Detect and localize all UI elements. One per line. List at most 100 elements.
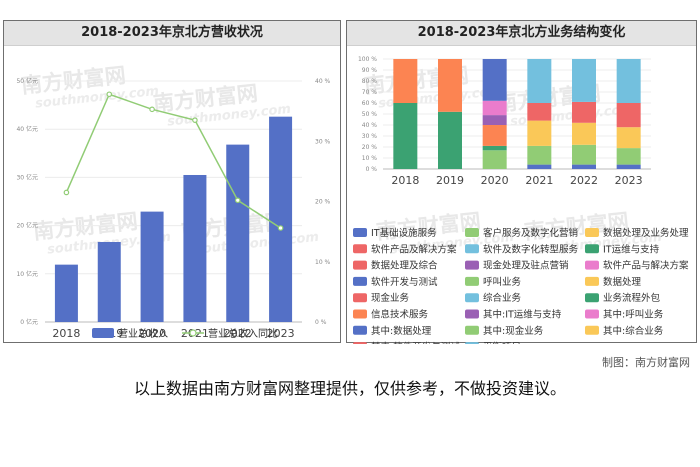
revenue-bar [54, 264, 78, 322]
legend-label: 其中:数据处理 [371, 325, 432, 337]
stack-segment [527, 120, 552, 146]
x-tick-label: 2018 [391, 174, 419, 187]
stack-segment [527, 59, 552, 103]
x-tick-label: 2020 [481, 174, 509, 187]
yoy-point [277, 225, 284, 231]
y-left-tick-label: 50 亿元 [16, 77, 38, 85]
legend-swatch [353, 342, 367, 344]
revenue-bar [140, 211, 164, 322]
yoy-point [63, 189, 70, 196]
y-tick-label: 90 % [362, 67, 378, 74]
y-tick-label: 70 % [362, 89, 378, 96]
legend-label: 呼叫业务 [483, 276, 522, 288]
stack-segment [393, 103, 418, 169]
stack-segment [482, 145, 507, 151]
revenue-chart-svg: 南方财富网southmoney.com南方财富网southmoney.com南方… [16, 63, 331, 340]
legend-label: 其中:综合业务 [603, 325, 664, 337]
y-right-tick-label: 30 % [315, 138, 331, 145]
legend-swatch [465, 293, 479, 303]
stack-segment [616, 148, 641, 165]
stack-segment [616, 59, 641, 103]
chart-credit: 制图：南方财富网 [602, 356, 690, 369]
legend-label: 平衡项目 [483, 341, 521, 344]
y-right-tick-label: 0 % [315, 319, 327, 326]
x-tick-label: 2023 [267, 327, 295, 340]
yoy-point [149, 106, 155, 113]
x-tick-label: 2022 [570, 174, 598, 187]
legend-label: 综合业务 [483, 292, 522, 304]
revenue-chart-title: 2018-2023年京北方营收状况 [4, 21, 340, 46]
y-left-tick-label: 10 亿元 [16, 270, 38, 278]
y-tick-label: 60 % [362, 100, 378, 107]
x-tick-label: 2019 [436, 174, 464, 187]
legend-swatch [465, 325, 479, 335]
legend-label: 其中:IT运维与支持 [483, 309, 562, 321]
stack-segment [482, 150, 507, 169]
legend-swatch [353, 244, 367, 254]
stack-segment [572, 59, 596, 102]
legend-swatch [585, 309, 599, 319]
stack-segment [482, 59, 507, 101]
y-right-tick-label: 40 % [315, 78, 331, 85]
legend-label: 数据处理及业务处理 [603, 227, 689, 239]
legend-label: 客户服务及数字化营销 [483, 227, 579, 239]
legend-swatch [465, 342, 479, 344]
legend-label: IT运维与支持 [603, 243, 660, 255]
revenue-chart-panel: 2018-2023年京北方营收状况 南方财富网 southmoney.com 南方财… [3, 20, 341, 343]
legend-swatch [585, 244, 599, 254]
y-tick-label: 20 % [362, 144, 378, 151]
legend-swatch-yoy-marker [189, 329, 197, 337]
stack-segment [572, 144, 596, 165]
legend-label: 其中:软件开发与测试 [371, 341, 460, 344]
legend-label: 软件产品与解决方案 [603, 260, 689, 272]
stack-segment [482, 125, 507, 146]
x-tick-label: 2023 [615, 174, 643, 187]
legend-swatch [465, 309, 479, 319]
legend-label: 现金业务 [371, 292, 410, 304]
legend-label: 业务流程外包 [603, 292, 661, 304]
legend-label-yoy: 营业总收入同比 [208, 327, 278, 340]
legend-swatch [465, 244, 479, 254]
yoy-point [192, 117, 198, 123]
y-tick-label: 80 % [362, 78, 378, 85]
stack-segment [616, 127, 641, 149]
legend-swatch-revenue [92, 328, 114, 338]
yoy-point [234, 197, 241, 204]
stack-segment [393, 59, 418, 103]
legend-swatch [353, 228, 367, 237]
yoy-growth-line [65, 93, 281, 229]
stack-segment [527, 164, 552, 169]
y-tick-label: 50 % [362, 111, 378, 118]
legend-label: 软件开发与测试 [371, 276, 438, 288]
legend-label: 其中:现金业务 [483, 325, 544, 337]
legend-swatch [465, 276, 479, 286]
x-tick-label: 2020 [138, 327, 166, 340]
legend-swatch [585, 293, 599, 303]
legend-label: 软件产品及解决方案 [371, 243, 457, 255]
legend-swatch [353, 309, 367, 319]
y-tick-label: 0 % [366, 166, 378, 173]
legend-label: 其中:呼叫业务 [603, 309, 664, 321]
legend-swatch [465, 260, 479, 270]
y-left-tick-label: 0 亿元 [20, 318, 38, 326]
legend-swatch [353, 260, 367, 270]
y-left-tick-label: 20 亿元 [16, 222, 38, 230]
revenue-bar [97, 241, 121, 322]
legend-swatch [353, 325, 367, 335]
stack-segment [527, 145, 552, 165]
stack-segment [616, 103, 641, 128]
y-left-tick-label: 40 亿元 [16, 125, 38, 133]
stack-segment [438, 59, 462, 112]
y-tick-label: 30 % [362, 133, 378, 140]
x-tick-label: 2021 [525, 174, 553, 187]
legend-label: 数据处理及综合 [371, 260, 438, 272]
stack-segment [438, 111, 462, 169]
structure-chart-title: 2018-2023年京北方业务结构变化 [347, 21, 696, 46]
stack-segment [482, 100, 507, 116]
revenue-bar [269, 116, 293, 322]
legend-label: 软件及数字化转型服务 [483, 243, 579, 255]
disclaimer-text: 以上数据由南方财富网整理提供，仅供参考，不做投资建议。 [133, 379, 566, 398]
x-tick-label: 2018 [52, 327, 80, 340]
revenue-bar [183, 174, 207, 322]
revenue-bar [226, 144, 250, 322]
